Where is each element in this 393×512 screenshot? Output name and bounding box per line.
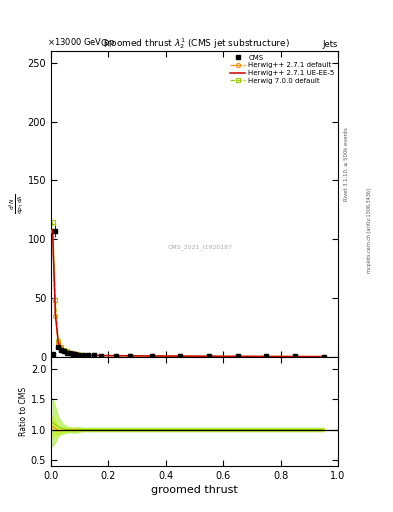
- Title: Groomed thrust $\lambda_2^1$ (CMS jet substructure): Groomed thrust $\lambda_2^1$ (CMS jet su…: [99, 36, 290, 51]
- Text: Rivet 3.1.10, ≥ 500k events: Rivet 3.1.10, ≥ 500k events: [344, 127, 349, 201]
- Text: mcplots.cern.ch [arXiv:1306.3436]: mcplots.cern.ch [arXiv:1306.3436]: [367, 188, 373, 273]
- Text: CMS_2021_I1920187: CMS_2021_I1920187: [168, 244, 233, 250]
- Text: $\times$13000 GeV pp: $\times$13000 GeV pp: [47, 36, 116, 49]
- Legend: CMS, Herwig++ 2.7.1 default, Herwig++ 2.7.1 UE-EE-5, Herwig 7.0.0 default: CMS, Herwig++ 2.7.1 default, Herwig++ 2.…: [229, 53, 336, 86]
- Y-axis label: Ratio to CMS: Ratio to CMS: [19, 387, 28, 436]
- X-axis label: groomed thrust: groomed thrust: [151, 485, 238, 495]
- Text: Jets: Jets: [323, 39, 338, 49]
- Y-axis label: $\frac{1}{\mathrm{d}N\,/\,\mathrm{d}p_\mathrm{T}}$
$\frac{\mathrm{d}^2 N}{\mathr: $\frac{1}{\mathrm{d}N\,/\,\mathrm{d}p_\m…: [0, 192, 26, 216]
